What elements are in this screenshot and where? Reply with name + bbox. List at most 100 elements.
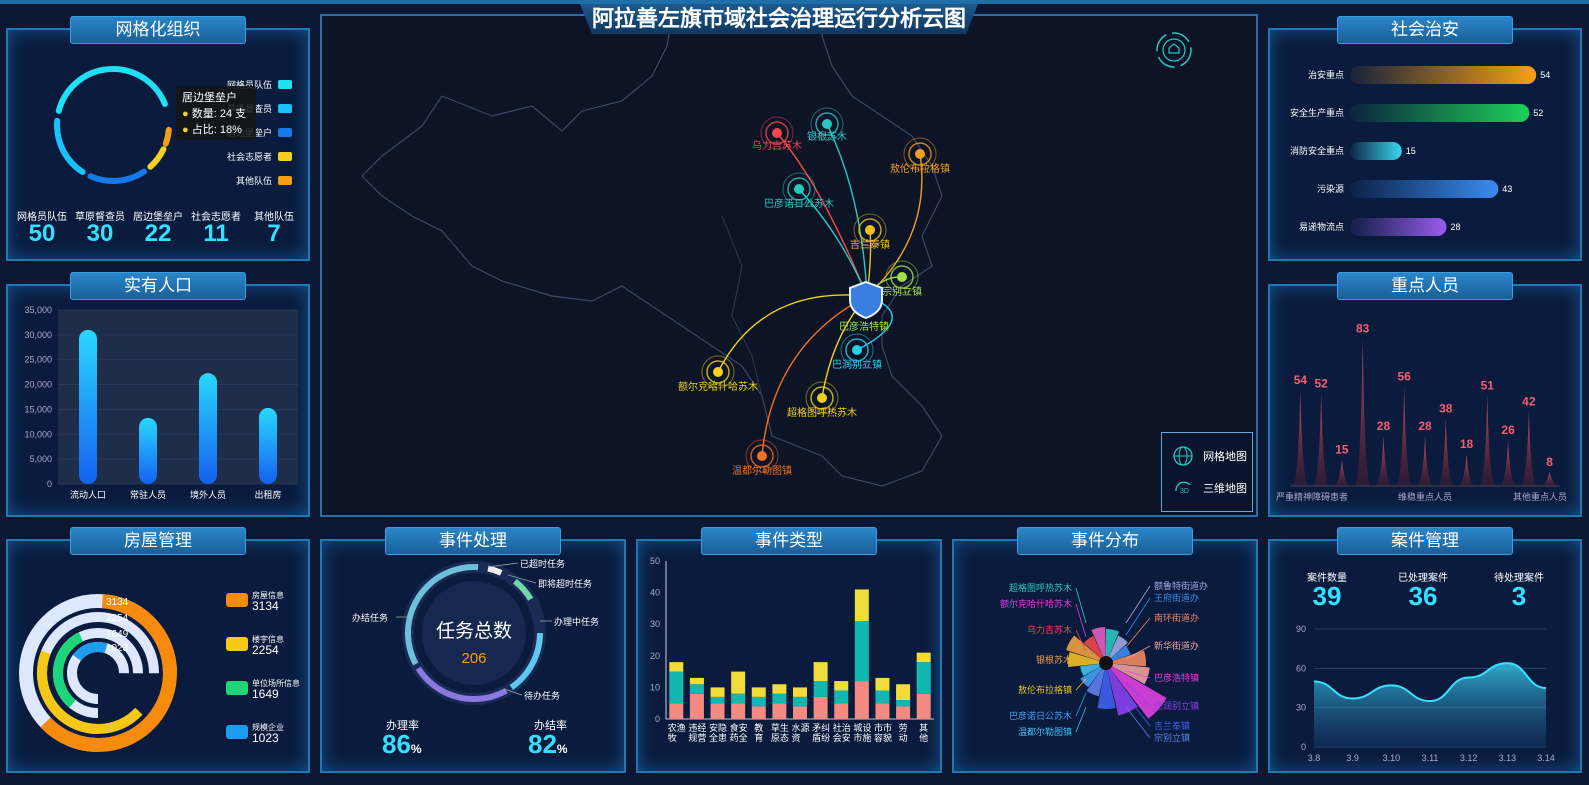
event-type-xlabel-char: 牧 bbox=[668, 732, 677, 743]
grid-legend-label: 其他队伍 bbox=[235, 176, 272, 186]
public-security-title: 社会治安 bbox=[1337, 16, 1513, 44]
event-type-bar-segment bbox=[875, 677, 890, 691]
event-type-bar-segment bbox=[793, 696, 807, 707]
top-accent-line bbox=[0, 0, 1589, 4]
center-shield-icon bbox=[849, 280, 883, 320]
event-type-xlabel-char: 他 bbox=[919, 732, 928, 743]
housing-title: 房屋管理 bbox=[70, 527, 246, 555]
event-type-bar-segment bbox=[834, 703, 849, 719]
key-value: 28 bbox=[1418, 419, 1432, 433]
housing-legend-name: 楼宇信息 bbox=[252, 635, 284, 644]
grid-legend-swatch bbox=[278, 128, 292, 137]
event-handling-ring: 任务总数 206 已超时任务 即将超时任务 办理中任务 待办任务 办结任务 bbox=[352, 558, 599, 705]
event-type-bar-segment bbox=[669, 662, 684, 672]
key-value: 26 bbox=[1501, 423, 1515, 437]
event-type-xlabel-char: 水 bbox=[791, 722, 800, 733]
event-type-xlabel-char: 安 bbox=[739, 722, 748, 733]
pop-ytick: 20,000 bbox=[24, 380, 52, 390]
housing-ring-value: 1649 bbox=[106, 629, 129, 640]
rate2-label: 办结率 bbox=[534, 720, 567, 732]
case-xtick: 3.13 bbox=[1499, 753, 1517, 763]
town-ring-outer bbox=[903, 137, 937, 171]
pop-ytick: 35,000 bbox=[24, 305, 52, 315]
rose-label-right: 王府街道办 bbox=[1154, 592, 1199, 603]
population-bar-chart: 0 5,000 10,000 15,000 20,000 25,000 30,000 35,0… bbox=[24, 305, 298, 500]
legend-3d-map[interactable]: 3D 三维地图 bbox=[1172, 477, 1247, 499]
case-stat-label: 案件数量 bbox=[1307, 573, 1347, 584]
event-dist-rose-chart: 超格图呼热苏木额尔克哈什哈苏木乌力吉苏木银根苏木敖伦布拉格镇巴彦诺日公苏木温都尔… bbox=[1000, 580, 1208, 743]
map-canvas: 乌力吉苏木银根苏木敖伦布拉格镇巴彦诺日公苏木吉兰泰镇宗别立镇巴润别立镇额尔克哈什… bbox=[361, 16, 1192, 487]
event-type-xlabel-char: 社 bbox=[833, 722, 842, 733]
event-type-xlabel-char: 生 bbox=[780, 722, 789, 733]
key-persons-panel: 重点人员 54 52 15 83 28 56 28 38 18 51 26 42 8 严重精神障碍患者 维稳… bbox=[1268, 272, 1582, 517]
housing-legend-value: 3134 bbox=[252, 599, 279, 613]
security-bar bbox=[1350, 142, 1402, 160]
event-type-xlabel-char: 营 bbox=[697, 732, 706, 743]
event-type-xlabel-char: 全 bbox=[739, 732, 748, 743]
event-type-ytick: 20 bbox=[650, 651, 660, 661]
key-spike bbox=[1354, 338, 1371, 486]
town-ring-outer bbox=[810, 107, 844, 141]
rose-label-right: 新华街道办 bbox=[1154, 640, 1199, 651]
pop-ytick: 5,000 bbox=[29, 454, 52, 464]
rate1-value: 86 bbox=[382, 729, 411, 759]
town-ring-outer bbox=[885, 260, 919, 294]
event-type-ytick: 10 bbox=[650, 682, 660, 692]
pop-bar bbox=[139, 417, 157, 484]
case-mgmt-panel: 案件管理 案件数量 39 已处理案件 36 待处理案件 3 0 30 60 90 3.8 3.9 3.… bbox=[1268, 527, 1582, 773]
key-spike bbox=[1417, 436, 1433, 486]
rate1-value-wrap: 86% bbox=[382, 729, 422, 760]
event-type-xlabel-char: 隐 bbox=[718, 722, 727, 733]
rose-label-left: 巴彦诺日公苏木 bbox=[1009, 710, 1072, 721]
event-type-xlabel-char: 经 bbox=[697, 722, 706, 733]
event-type-bar-segment bbox=[710, 696, 725, 704]
grid-legend-label: 网格员队伍 bbox=[226, 80, 272, 90]
event-type-bar-segment bbox=[813, 696, 828, 719]
town-ring-outer bbox=[805, 381, 839, 415]
tooltip-count-label: 数量: bbox=[191, 108, 217, 120]
key-value: 38 bbox=[1439, 401, 1453, 415]
grid-stat-value: 30 bbox=[86, 220, 114, 247]
housing-ring-value: 2254 bbox=[106, 613, 129, 624]
center-town-label: 巴彦浩特镇 bbox=[839, 320, 889, 333]
key-spike bbox=[1437, 418, 1454, 486]
tooltip-count-value: 24 支 bbox=[219, 108, 247, 120]
event-type-xlabel-char: 其 bbox=[919, 723, 928, 733]
rotate-3d-icon: 3D bbox=[1175, 481, 1191, 495]
legend-grid-map[interactable]: 网格地图 bbox=[1172, 445, 1247, 467]
case-ytick: 90 bbox=[1296, 624, 1306, 634]
event-type-xlabel-char: 规 bbox=[688, 733, 697, 743]
security-label: 消防安全重点 bbox=[1290, 145, 1344, 156]
key-value: 56 bbox=[1398, 369, 1412, 383]
event-type-bar-segment bbox=[689, 693, 704, 719]
rose-label-left: 敖伦布拉格镇 bbox=[1018, 684, 1072, 695]
key-spike bbox=[1313, 393, 1330, 486]
event-type-bar-segment bbox=[710, 687, 725, 697]
case-xtick: 3.8 bbox=[1308, 753, 1321, 763]
case-stat-value: 39 bbox=[1312, 581, 1342, 611]
grid-stat-value: 50 bbox=[28, 220, 56, 247]
security-bar bbox=[1350, 104, 1530, 122]
rose-petal bbox=[1106, 663, 1150, 685]
event-type-xlabel-char: 育 bbox=[754, 732, 763, 743]
region-boundary-inner bbox=[721, 215, 763, 397]
ring-seg-processing bbox=[405, 564, 543, 702]
rose-label-right: 额鲁特街道办 bbox=[1154, 580, 1208, 591]
town-label: 吉兰泰镇 bbox=[850, 238, 890, 251]
event-type-bar-segment bbox=[731, 703, 746, 719]
security-value: 52 bbox=[1533, 108, 1543, 118]
grid-stat-label: 网格员队伍 bbox=[17, 212, 67, 223]
rose-petal bbox=[1106, 663, 1138, 716]
event-type-xlabel-char: 市 bbox=[853, 732, 862, 743]
housing-legend-name: 规模企业 bbox=[252, 723, 284, 732]
page-title: 阿拉善左旗市域社会治理运行分析云图 bbox=[580, 4, 978, 34]
housing-ring-fill bbox=[52, 628, 143, 718]
town-ring-inner bbox=[845, 338, 869, 362]
event-type-xlabel-char: 容 bbox=[874, 732, 883, 743]
case-ytick: 0 bbox=[1301, 742, 1306, 752]
tooltip-title: 居边堡垒户 bbox=[182, 92, 237, 104]
event-dist-panel: 事件分布 超格图呼热苏木 额尔克哈什哈苏木 乌力吉苏木 银根苏木 敖伦布拉格镇 巴彦诺日公… bbox=[952, 527, 1258, 773]
key-value: 83 bbox=[1356, 321, 1370, 335]
tooltip-pct-label: 占比: bbox=[191, 124, 217, 136]
